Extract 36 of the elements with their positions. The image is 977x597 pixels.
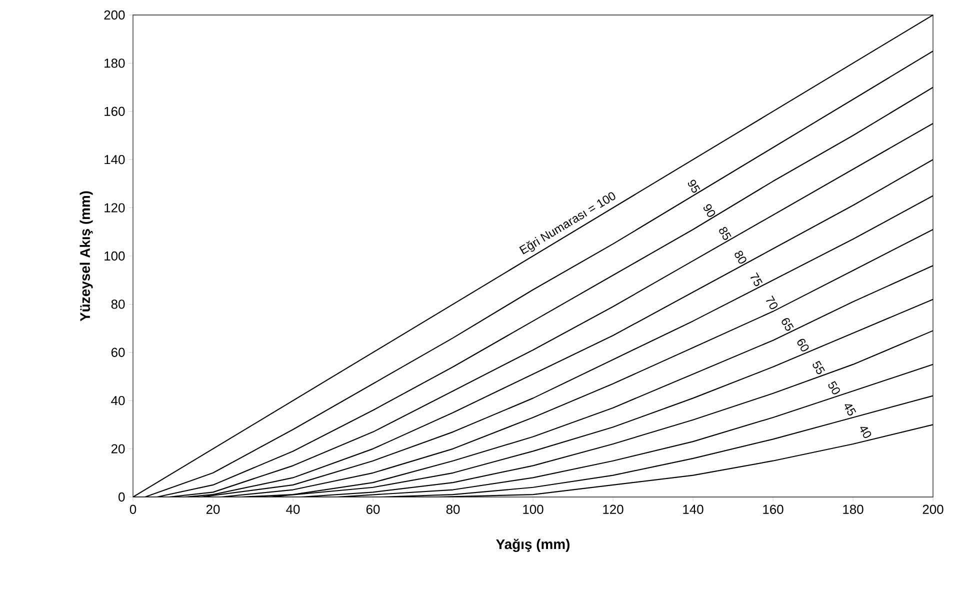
y-tick-label: 20 (111, 444, 125, 454)
y-tick-label: 40 (111, 396, 125, 406)
text: 40 (860, 426, 872, 438)
y-tick-label: 140 (104, 155, 125, 164)
y-tick-label: 100 (104, 251, 125, 261)
text: 75 (750, 272, 763, 286)
x-tick-label: 80 (446, 504, 460, 514)
x-tick-label: 200 (922, 504, 944, 514)
y-tick-label: 0 (118, 492, 125, 502)
x-tick-label: 60 (366, 504, 380, 514)
text: 50 (828, 380, 840, 394)
text: 90 (704, 204, 716, 217)
y-tick-label: 180 (104, 58, 125, 68)
y-tick-label: 200 (104, 10, 125, 20)
y-tick-label: 120 (104, 203, 125, 212)
text: 45 (844, 404, 856, 416)
text: 80 (734, 250, 746, 264)
x-tick-label: 100 (523, 504, 544, 514)
text: 55 (812, 360, 825, 374)
x-tick-label: 20 (206, 504, 220, 514)
x-tick-label: 140 (683, 504, 704, 514)
text: 60 (797, 338, 809, 352)
text: 70 (766, 296, 778, 310)
x-tick-label: 180 (843, 504, 864, 514)
y-axis-title: Yüzeysel Akış (mm) (80, 191, 93, 322)
x-tick-label: 160 (763, 504, 784, 514)
text: 85 (719, 226, 732, 240)
y-tick-label: 80 (111, 300, 125, 309)
y-tick-label: 60 (111, 348, 125, 357)
x-tick-label: 120 (603, 504, 624, 514)
x-axis-title: Yağış (mm) (496, 538, 570, 552)
x-tick-label: 40 (286, 504, 300, 514)
text: 95 (688, 180, 700, 193)
text: 65 (782, 318, 794, 331)
y-tick-label: 160 (104, 106, 125, 116)
x-tick-label: 0 (130, 504, 136, 514)
